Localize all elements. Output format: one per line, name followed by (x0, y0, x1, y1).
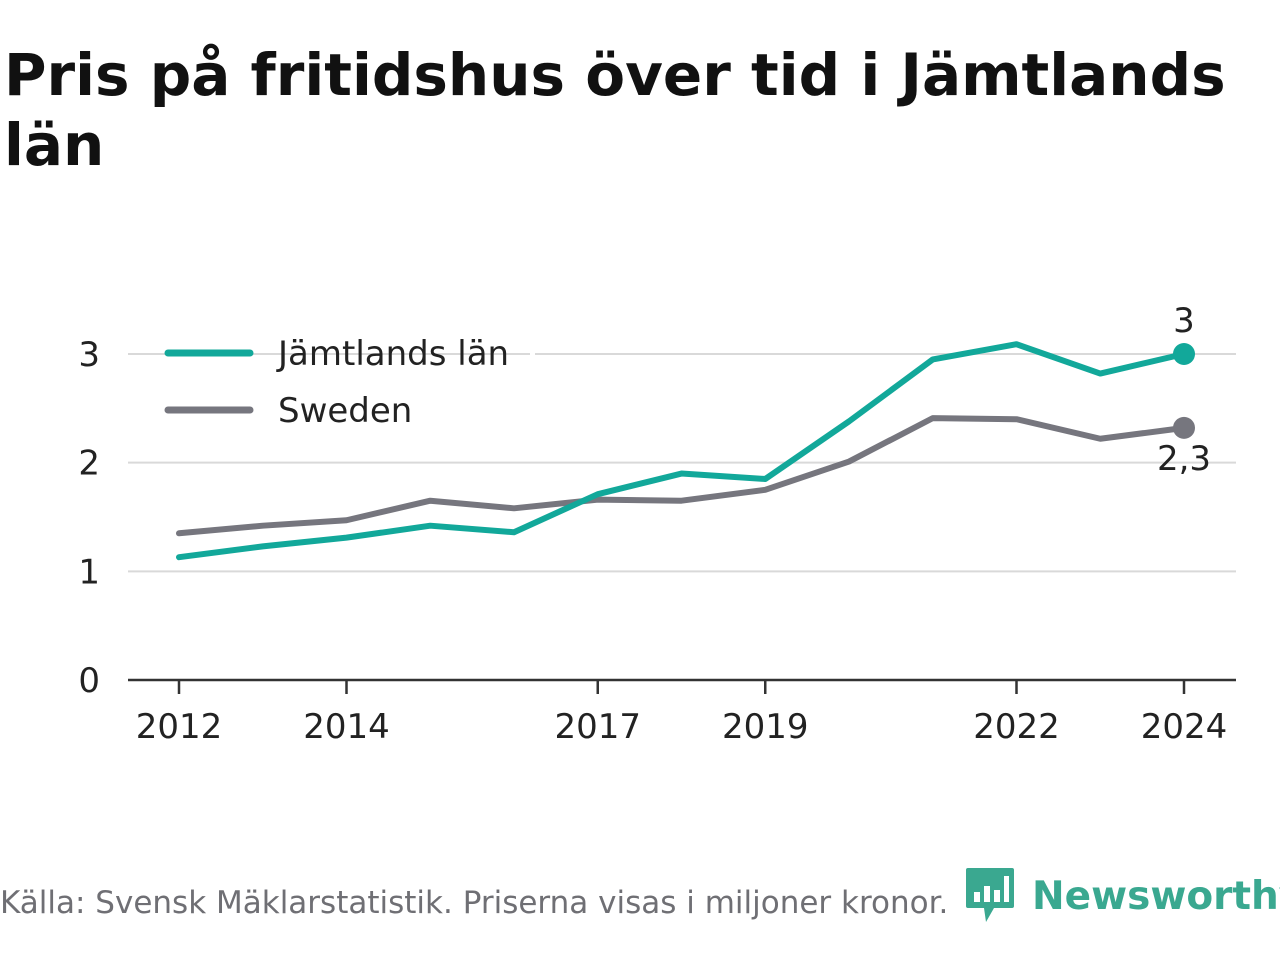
y-tick-label-0: 0 (78, 661, 100, 701)
end-label-jamtland: 3 (1173, 301, 1195, 341)
source-note: Källa: Svensk Mäklarstatistik. Priserna … (0, 885, 949, 921)
x-tick-label-2019: 2019 (722, 707, 809, 747)
end-point-sweden (1173, 416, 1195, 439)
y-tick-label-3: 3 (78, 335, 100, 375)
gridlines (128, 353, 1236, 573)
chart-title: Pris på fritidshus över tid i Jämtlands … (4, 41, 1226, 179)
end-point-jamtland (1173, 343, 1195, 365)
x-tick-label-2014: 2014 (303, 707, 390, 747)
x-tick-label-2017: 2017 (554, 707, 641, 747)
end-label-sweden: 2,3 (1157, 439, 1211, 479)
x-tick-label-2022: 2022 (973, 707, 1060, 747)
brand-logo[interactable]: Newsworthy (964, 866, 1280, 926)
legend-label-sweden: Sweden (278, 391, 412, 431)
x-tick-label-2024: 2024 (1141, 707, 1228, 747)
series-line-sweden (176, 415, 1187, 537)
legend-bg-jamtland (530, 337, 535, 369)
legend-bg-sweden (530, 394, 535, 426)
y-tick-label-2: 2 (78, 444, 100, 484)
x-tick-label-2012: 2012 (136, 707, 223, 747)
bar-chart-speech-bubble-icon (966, 868, 1014, 922)
series-line-jamtland (176, 341, 1187, 561)
brand-name: Newsworthy (1032, 873, 1280, 919)
end-labels: 2,33 (1157, 301, 1211, 479)
legend-label-jamtland: Jämtlands län (276, 334, 509, 374)
legend: Jämtlands län Sweden (164, 334, 535, 431)
y-axis-labels: 0 1 2 3 (78, 335, 100, 701)
y-tick-label-1: 1 (78, 552, 100, 592)
x-axis: 2012 2014 2017 2019 2022 2024 (128, 678, 1236, 747)
series-lines (176, 341, 1195, 561)
